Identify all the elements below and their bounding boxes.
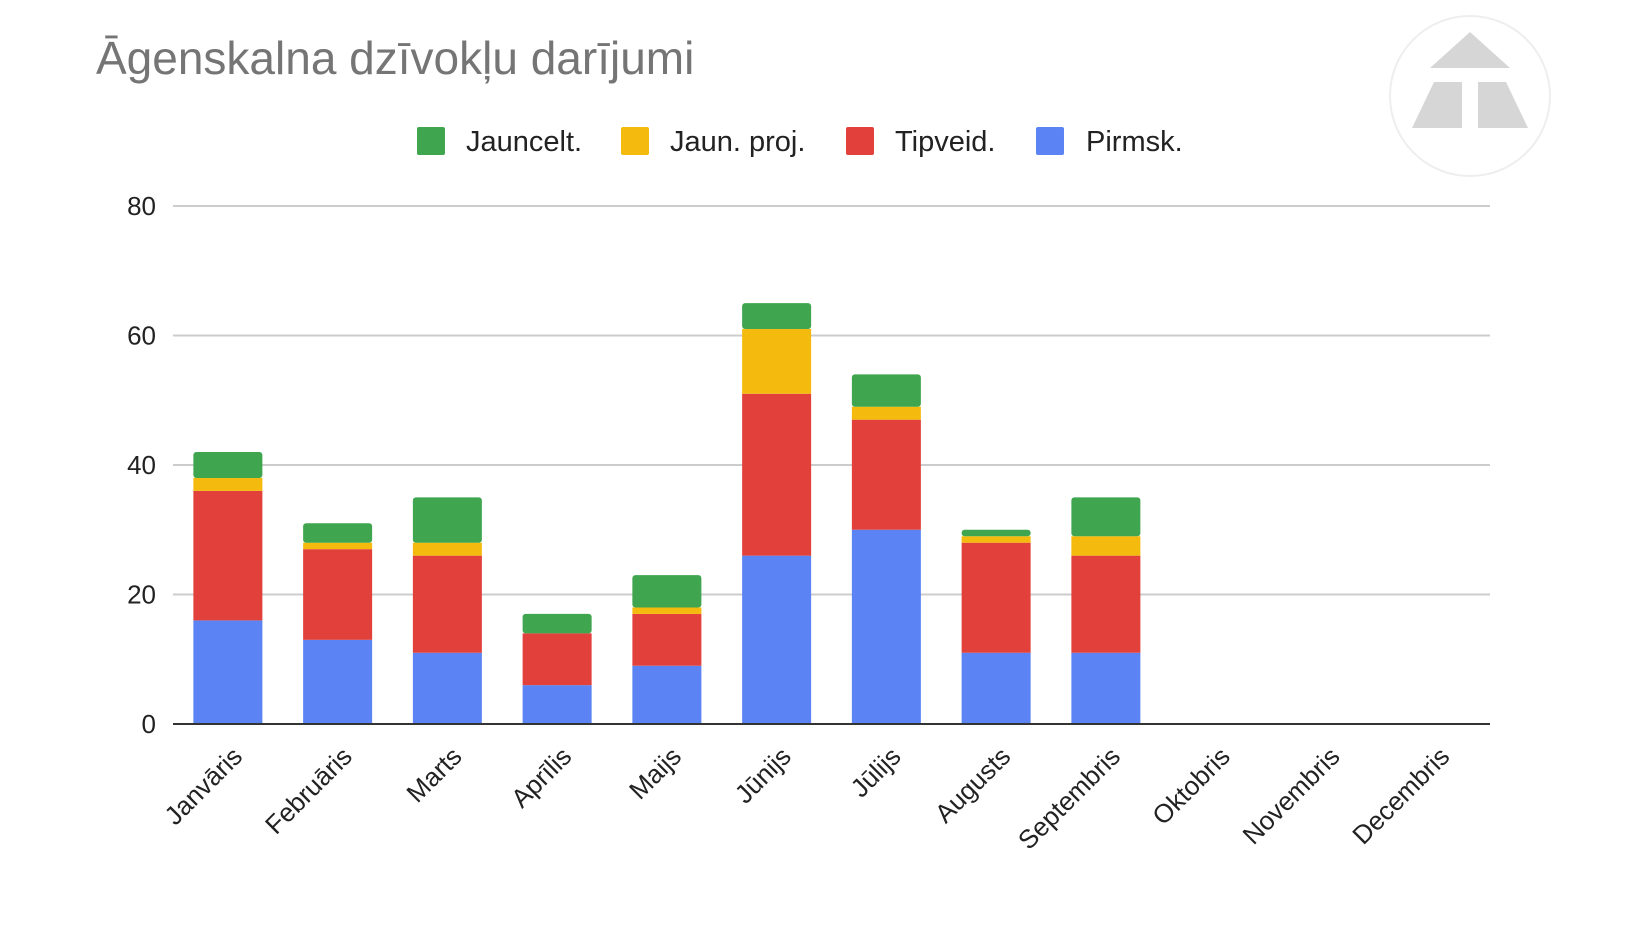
chart-title: Āgenskalna dzīvokļu darījumi	[96, 32, 694, 84]
bar-segment	[412, 555, 482, 653]
x-tick-label: Aprīlis	[505, 741, 577, 813]
bar-segment	[632, 575, 702, 608]
bar-segment	[1071, 652, 1141, 724]
legend-swatch	[846, 127, 874, 155]
bars	[193, 303, 1141, 724]
x-tick-label: Novembris	[1237, 741, 1346, 850]
bar-segment	[522, 685, 592, 724]
bar-segment	[412, 542, 482, 556]
bar-segment	[851, 419, 921, 530]
bar-segment	[961, 529, 1031, 537]
x-tick-label: Jūnijs	[729, 741, 797, 809]
bar-segment	[193, 490, 263, 621]
x-tick-label: Februāris	[259, 741, 358, 840]
y-tick-label: 60	[127, 321, 156, 351]
legend-label: Tipveid.	[895, 126, 995, 158]
bar-segment	[742, 303, 812, 330]
legend-label: Jauncelt.	[466, 126, 582, 158]
x-tick-label: Marts	[400, 741, 467, 808]
bar-segment	[1071, 497, 1141, 537]
x-tick-label: Maijs	[623, 741, 687, 805]
x-axis: Janvāris Februāris Marts Aprīlis Maijs Jūnijs…	[158, 741, 1455, 855]
bar-segment	[961, 542, 1031, 653]
bar-segment	[961, 652, 1031, 724]
bar-segment	[632, 613, 702, 666]
bar-segment	[742, 329, 812, 394]
legend-label: Pirmsk.	[1086, 126, 1183, 158]
bar-segment	[742, 393, 812, 556]
y-tick-label: 40	[127, 450, 156, 480]
bar-segment	[303, 542, 373, 550]
y-tick-label: 20	[127, 580, 156, 610]
bar-segment	[851, 406, 921, 420]
triangle-logo-icon	[1389, 15, 1551, 177]
legend-label: Jaun. proj.	[670, 126, 805, 158]
y-axis: 0 20 40 60 80	[127, 191, 156, 739]
bar-segment	[851, 374, 921, 407]
bar-segment	[303, 523, 373, 543]
legend-swatch	[417, 127, 445, 155]
x-tick-label: Jūlijs	[845, 741, 907, 803]
legend-swatch	[621, 127, 649, 155]
bar-segment	[742, 555, 812, 724]
bar-segment	[522, 613, 592, 634]
bar-segment	[632, 665, 702, 724]
y-tick-label: 0	[142, 709, 156, 739]
bar-segment	[1071, 555, 1141, 653]
bar-segment	[522, 633, 592, 686]
x-tick-label: Augusts	[929, 741, 1017, 829]
legend-swatch	[1036, 127, 1064, 155]
grid-lines	[173, 205, 1490, 596]
bar-segment	[851, 529, 921, 724]
legend: Jauncelt. Jaun. proj. Tipveid. Pirmsk.	[417, 126, 1183, 158]
bar-segment	[193, 452, 263, 478]
x-tick-label: Septembris	[1012, 741, 1126, 855]
bar-segment	[412, 497, 482, 543]
x-tick-label: Decembris	[1346, 741, 1455, 850]
x-tick-label: Janvāris	[158, 741, 248, 831]
bar-segment	[632, 607, 702, 614]
bar-segment	[303, 549, 373, 640]
bar-segment	[961, 536, 1031, 543]
bar-segment	[412, 652, 482, 724]
bar-segment	[303, 639, 373, 724]
x-tick-label: Oktobris	[1146, 741, 1236, 831]
bar-segment	[193, 477, 263, 491]
bar-segment	[1071, 536, 1141, 556]
y-tick-label: 80	[127, 191, 156, 221]
bar-segment	[193, 620, 263, 724]
